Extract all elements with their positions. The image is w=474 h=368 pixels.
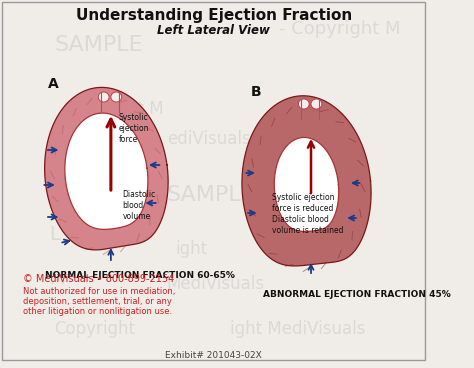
Text: M: M xyxy=(50,270,65,288)
Text: SAMPLE: SAMPLE xyxy=(167,185,255,205)
Text: Exhibit# 201043-02X: Exhibit# 201043-02X xyxy=(165,351,262,360)
Polygon shape xyxy=(45,87,168,250)
Text: Copyright: Copyright xyxy=(54,320,135,338)
Text: - Copy: - Copy xyxy=(280,155,337,173)
Text: Understanding Ejection Fraction: Understanding Ejection Fraction xyxy=(75,8,352,23)
Ellipse shape xyxy=(98,92,109,102)
Text: ABNORMAL EJECTION FRACTION 45%: ABNORMAL EJECTION FRACTION 45% xyxy=(263,290,451,299)
Polygon shape xyxy=(65,113,148,229)
Text: NORMAL EJECTION FRACTION 60-65%: NORMAL EJECTION FRACTION 60-65% xyxy=(45,271,235,280)
Polygon shape xyxy=(242,96,371,266)
Text: B: B xyxy=(251,85,261,99)
Text: visua: visua xyxy=(50,170,93,188)
Polygon shape xyxy=(274,137,339,231)
Ellipse shape xyxy=(311,99,322,109)
Text: ight: ight xyxy=(176,240,208,258)
Text: MediVisuals: MediVisuals xyxy=(167,275,265,293)
Text: Not authorized for use in mediation,: Not authorized for use in mediation, xyxy=(23,287,175,296)
Ellipse shape xyxy=(111,92,122,102)
Text: Copyright M: Copyright M xyxy=(63,100,164,118)
Text: Diastolic
blood
volume: Diastolic blood volume xyxy=(123,190,156,221)
Text: ight MediVisuals: ight MediVisuals xyxy=(230,320,365,338)
Text: A: A xyxy=(48,77,58,91)
Text: Systolic ejection
force is reduced
Diastolic blood
volume is retained: Systolic ejection force is reduced Diast… xyxy=(272,193,344,235)
Text: SAMPLE: SAMPLE xyxy=(54,35,143,55)
Ellipse shape xyxy=(299,99,309,109)
Text: ediVisuals: ediVisuals xyxy=(167,130,251,148)
Text: L: L xyxy=(50,225,61,244)
Text: Left Lateral View: Left Lateral View xyxy=(157,24,270,37)
Text: - Copyright M: - Copyright M xyxy=(280,20,401,38)
Text: deposition, settlement, trial, or any: deposition, settlement, trial, or any xyxy=(23,297,172,306)
Text: © MediVisuals • 800-899-2154: © MediVisuals • 800-899-2154 xyxy=(23,274,174,284)
Text: Systolic
ejection
force: Systolic ejection force xyxy=(119,113,149,144)
Text: other litigation or nonlitigation use.: other litigation or nonlitigation use. xyxy=(23,307,172,316)
